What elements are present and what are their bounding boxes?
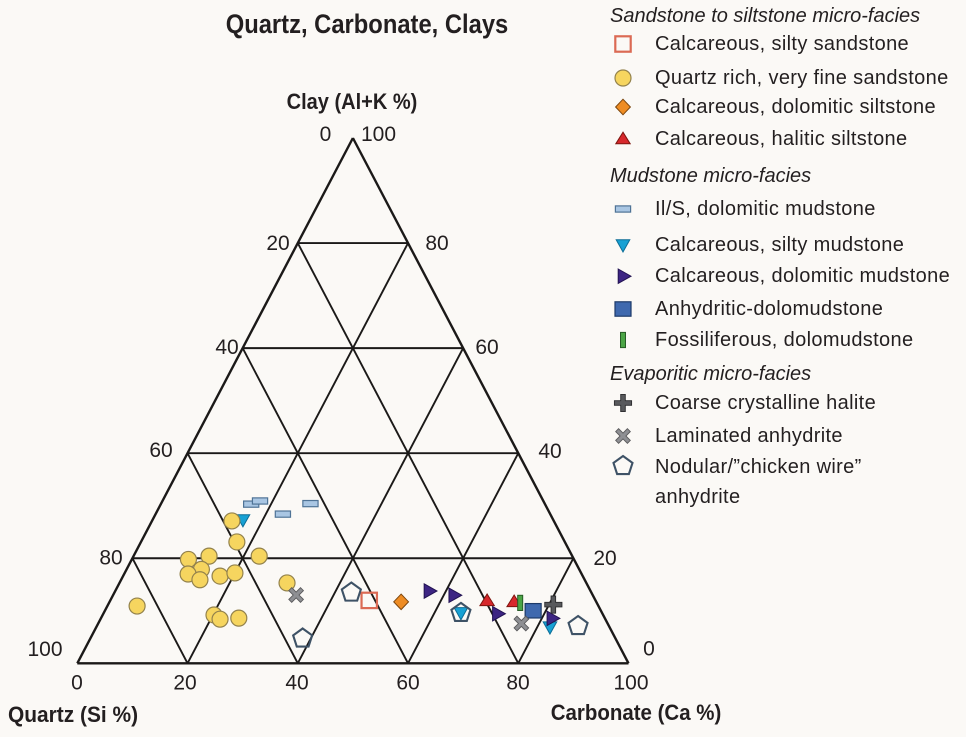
data-point-x xyxy=(513,615,530,632)
tick-left-60: 60 xyxy=(149,439,172,462)
triangle-right-marker-shape xyxy=(492,605,507,622)
diamond-marker-shape xyxy=(393,593,410,611)
triangle-down-marker-shape xyxy=(453,607,469,621)
data-point-circle xyxy=(250,547,268,565)
axis-label-clay: Clay (Al+K %) xyxy=(286,89,418,114)
tick-right-0: 0 xyxy=(643,638,655,661)
data-point-plus xyxy=(544,595,563,614)
circle-marker-shape xyxy=(191,571,209,589)
hbar-marker-shape xyxy=(274,510,292,518)
triangle-edge-left xyxy=(76,137,354,664)
data-point-triangle-right xyxy=(492,605,507,622)
circle-marker-shape xyxy=(211,610,229,628)
tick-right-40: 40 xyxy=(538,440,561,463)
tick-bottom-60: 60 xyxy=(396,672,419,695)
x-marker-shape xyxy=(513,615,530,632)
data-point-hbar xyxy=(251,497,269,505)
circle-marker-shape xyxy=(278,574,296,592)
data-point-pentagon xyxy=(291,627,314,648)
pentagon-marker-shape xyxy=(567,614,589,636)
circle-marker-shape xyxy=(223,512,241,530)
circle-marker-shape xyxy=(230,609,248,627)
circle-marker-shape xyxy=(226,564,244,582)
tick-left-80: 80 xyxy=(99,547,122,570)
data-point-circle xyxy=(230,609,248,627)
grid-line-carbonate-60 xyxy=(407,452,520,664)
data-point-triangle-up xyxy=(479,593,496,607)
circle-marker-shape xyxy=(200,547,218,565)
data-point-diamond xyxy=(393,593,410,611)
data-point-circle xyxy=(200,547,218,565)
grid-line-quartz-40 xyxy=(241,347,409,664)
circle-marker-shape xyxy=(250,547,268,565)
triangle-edge-right xyxy=(351,137,630,664)
grid-line-carbonate-40 xyxy=(296,347,464,664)
data-point-open-square xyxy=(360,591,379,610)
triangle-right-marker-shape xyxy=(546,610,561,627)
pentagon-marker-shape xyxy=(450,601,472,623)
tick-right-80: 80 xyxy=(425,232,448,255)
data-point-hbar xyxy=(274,510,292,518)
x-marker-shape xyxy=(288,587,305,603)
tick-bottom-0: 0 xyxy=(71,672,83,695)
circle-marker-shape xyxy=(211,567,229,585)
chart-title: Quartz, Carbonate, Clays xyxy=(225,9,509,39)
data-point-x xyxy=(288,587,305,603)
circle-marker-shape xyxy=(228,533,246,551)
data-point-circle xyxy=(191,571,209,589)
data-points-layer xyxy=(128,497,589,648)
open-square-marker-shape xyxy=(360,591,379,610)
data-point-circle xyxy=(223,512,241,530)
tick-bottom-20: 20 xyxy=(173,672,196,695)
data-point-circle xyxy=(211,567,229,585)
pentagon-marker-shape xyxy=(340,581,363,602)
data-point-circle xyxy=(226,564,244,582)
data-point-square xyxy=(524,602,542,619)
triangle-right-marker-shape xyxy=(448,587,463,604)
data-point-vbar xyxy=(517,594,524,611)
tick-right-100: 100 xyxy=(361,123,396,146)
hbar-marker-shape xyxy=(302,499,319,508)
square-marker-shape xyxy=(524,602,542,619)
triangle-up-marker-shape xyxy=(479,593,496,607)
pentagon-marker-shape xyxy=(291,627,314,648)
data-point-triangle-right xyxy=(448,587,463,604)
tick-right-20: 20 xyxy=(593,547,616,570)
vbar-marker-shape xyxy=(517,594,524,611)
tick-bottom-80: 80 xyxy=(506,672,529,695)
hbar-marker-shape xyxy=(251,497,269,505)
data-point-circle xyxy=(211,610,229,628)
circle-marker-shape xyxy=(128,597,146,615)
tick-bottom-100: 100 xyxy=(613,672,648,695)
data-point-circle xyxy=(278,574,296,592)
tick-left-40: 40 xyxy=(215,336,238,359)
tick-right-60: 60 xyxy=(475,336,498,359)
grid-line-quartz-60 xyxy=(186,452,299,664)
data-point-pentagon xyxy=(340,581,363,602)
data-point-pentagon xyxy=(450,601,472,623)
tick-bottom-40: 40 xyxy=(285,672,308,695)
axis-label-quartz: Quartz (Si %) xyxy=(8,702,139,727)
data-point-triangle-right xyxy=(423,582,438,600)
data-point-circle xyxy=(128,597,146,615)
tick-left-0: 0 xyxy=(320,123,332,146)
triangle-right-marker-shape xyxy=(423,582,438,600)
tick-left-100: 100 xyxy=(27,638,62,661)
grid-line-carbonate-80 xyxy=(517,557,575,664)
grid-line-quartz-80 xyxy=(131,557,189,664)
data-point-triangle-down xyxy=(453,607,469,621)
data-point-triangle-right xyxy=(546,610,561,627)
data-point-circle xyxy=(228,533,246,551)
data-point-pentagon xyxy=(567,614,589,636)
tick-left-20: 20 xyxy=(266,232,289,255)
plus-marker-shape xyxy=(544,595,563,614)
axis-label-carbonate: Carbonate (Ca %) xyxy=(550,700,722,725)
data-point-hbar xyxy=(302,499,319,508)
